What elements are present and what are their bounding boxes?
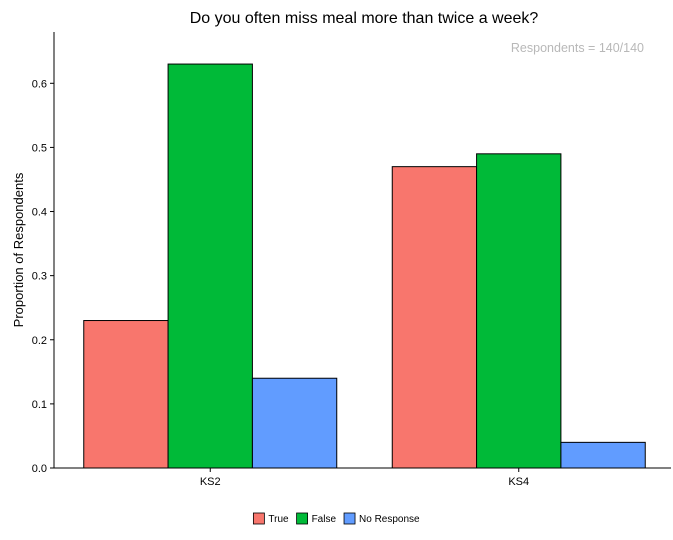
legend-label-true: True	[268, 514, 289, 525]
bar-ks4-false	[476, 153, 562, 469]
y-tick-label-1: 0.1	[32, 399, 47, 411]
y-tick-label-6: 0.6	[32, 78, 47, 90]
bars-group	[83, 63, 646, 469]
y-tick-label-4: 0.4	[32, 207, 47, 219]
axes-group	[53, 32, 671, 469]
y-tick-label-3: 0.3	[32, 271, 47, 283]
respondents-annotation: Respondents = 140/140	[511, 41, 644, 55]
x-tick-label-ks2: KS2	[200, 476, 221, 488]
legend: True False No Response	[252, 512, 420, 525]
legend-label-no-response: No Response	[359, 514, 420, 525]
x-tick-label-ks4: KS4	[508, 476, 529, 488]
bar-ks2-no-response	[251, 377, 338, 469]
bar-ks4-true	[391, 166, 478, 469]
y-axis-label: Proportion of Respondents	[11, 172, 26, 327]
y-tick-label-2: 0.2	[32, 335, 47, 347]
y-tick-label-5: 0.5	[32, 142, 47, 154]
bar-ks2-true	[83, 320, 169, 469]
x-ticks-group: KS2 KS4	[200, 468, 529, 488]
y-tick-label-0: 0.0	[32, 463, 47, 475]
chart-title: Do you often miss meal more than twice a…	[190, 10, 539, 27]
legend-label-false: False	[312, 514, 337, 525]
legend-swatch-true	[252, 512, 265, 525]
bar-ks4-no-response	[560, 441, 646, 469]
y-ticks-group: 0.0 0.1 0.2 0.3 0.4 0.5 0.6	[32, 78, 54, 475]
bar-ks2-false	[167, 63, 253, 469]
legend-swatch-false	[296, 512, 308, 525]
legend-swatch-no-response	[343, 512, 356, 525]
